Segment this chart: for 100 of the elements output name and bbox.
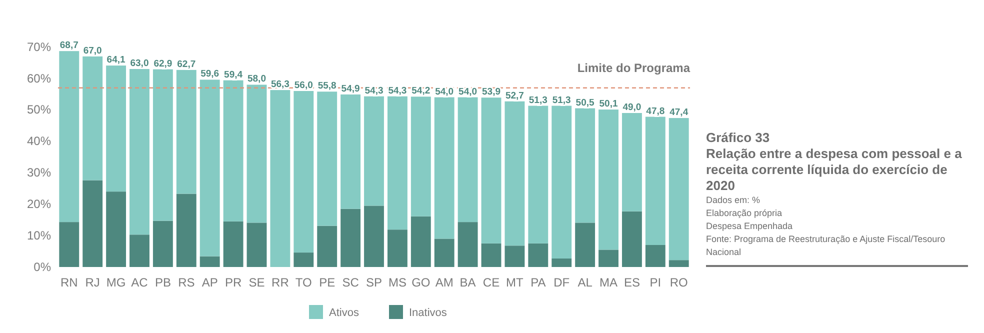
total-label: 62,7 [177, 58, 196, 70]
bar [598, 250, 618, 267]
bar [270, 90, 290, 267]
bar [622, 211, 642, 267]
total-label: 56,3 [270, 79, 290, 90]
bar [340, 208, 361, 267]
total-label: 51,3 [528, 94, 548, 106]
x-tick-label: SC [342, 276, 360, 290]
bar [294, 252, 314, 267]
total-label: 54,2 [412, 86, 430, 97]
y-tick-label: 0% [34, 260, 52, 274]
legend-label: Ativos [329, 307, 360, 319]
bar [410, 216, 431, 267]
x-tick-label: DF [554, 276, 570, 290]
total-label: 63,0 [130, 58, 149, 69]
x-tick-label: AC [131, 276, 148, 290]
x-tick-label: MT [506, 276, 524, 290]
x-tick-label: PB [154, 276, 171, 290]
source-note: Fonte: Programa de Reestruturação e Ajuste Fiscal/Tesouro Nacional [706, 233, 946, 259]
x-tick-label: RN [60, 276, 78, 290]
x-tick-label: AL [578, 276, 593, 290]
x-tick-label: AM [435, 276, 454, 290]
total-label: 50,1 [599, 98, 618, 110]
bar [200, 80, 220, 256]
x-tick-label: RO [670, 276, 688, 290]
bar [176, 70, 196, 194]
total-label: 51,3 [552, 94, 571, 106]
bar [645, 116, 666, 245]
y-tick-label: 20% [26, 196, 52, 211]
bar [223, 221, 244, 267]
bar [504, 246, 525, 267]
bar [410, 96, 431, 216]
bar [152, 69, 173, 221]
text: Relação entre a despesa com pessoal e a receita corrente líquida do exercício de 2020 [706, 146, 963, 194]
bar [387, 96, 408, 230]
bar [434, 238, 454, 267]
x-tick-label: GO [412, 276, 430, 290]
x-tick-label: BA [460, 276, 476, 290]
y-tick-label: 40% [26, 134, 52, 148]
total-label: 54,0 [458, 86, 478, 98]
bar [82, 180, 103, 267]
bar [528, 243, 548, 267]
text: Despesa Empenhada [706, 220, 794, 233]
bar [59, 222, 80, 267]
total-label: 47,8 [646, 106, 665, 117]
bar [481, 243, 502, 267]
bar [458, 97, 478, 222]
bar [223, 80, 244, 222]
bar [317, 92, 338, 226]
total-label: 68,7 [60, 40, 78, 52]
bar [130, 234, 150, 267]
bar [340, 94, 361, 209]
x-tick-label: RR [272, 276, 290, 290]
bar [528, 106, 548, 244]
x-tick-label: RS [178, 276, 195, 290]
bar [106, 192, 126, 267]
total-label: 59,6 [200, 68, 220, 80]
x-tick-label: SP [366, 276, 382, 290]
bar [668, 260, 689, 267]
total-label: 47,4 [670, 107, 689, 118]
bar [364, 206, 384, 267]
x-tick-label: AP [202, 276, 218, 290]
bar [82, 56, 103, 180]
total-label: 62,9 [154, 58, 172, 70]
bar [130, 69, 150, 235]
bar [246, 222, 267, 267]
x-tick-label: ES [624, 276, 640, 290]
bar [598, 110, 618, 250]
bar [552, 258, 572, 267]
total-label: 67,0 [83, 45, 102, 56]
total-label: 53,9 [482, 86, 501, 98]
x-tick-label: MS [388, 276, 406, 290]
bar [575, 222, 596, 267]
bar [294, 91, 314, 253]
bar [176, 194, 196, 267]
bar [504, 101, 525, 246]
text: Elaboração própria [706, 207, 784, 220]
text: Dados em: % [706, 194, 762, 207]
bar [317, 226, 338, 267]
text: Gráfico 33 [706, 130, 771, 146]
bar [668, 118, 689, 260]
total-label: 54,3 [388, 85, 407, 96]
y-tick-label: 70% [26, 40, 52, 54]
bar [246, 84, 267, 223]
x-tick-label: RJ [85, 276, 100, 290]
legend-label: Inativos [409, 307, 448, 319]
bar [622, 113, 642, 212]
y-tick-label: 10% [26, 228, 52, 242]
x-tick-label: PI [650, 276, 662, 290]
bar [481, 98, 502, 244]
total-label: 54,9 [341, 83, 360, 94]
x-tick-label: TO [295, 276, 312, 290]
bar [106, 66, 126, 192]
y-tick-label: 30% [26, 166, 52, 180]
bar [364, 96, 384, 206]
bar [645, 245, 666, 267]
x-tick-label: SE [248, 276, 265, 290]
y-tick-label: 60% [26, 71, 52, 86]
total-label: 58,0 [247, 74, 266, 85]
bar [552, 106, 572, 259]
